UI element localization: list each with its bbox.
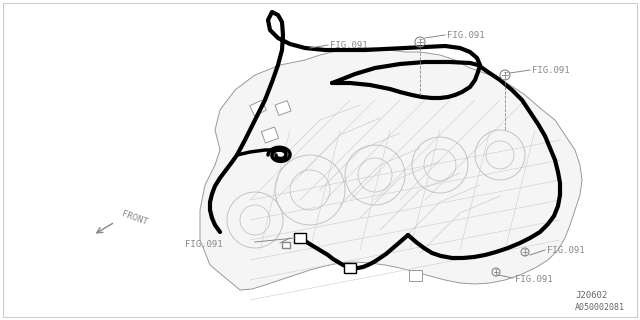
Bar xyxy=(294,233,306,243)
Bar xyxy=(282,242,290,248)
Bar xyxy=(344,263,356,273)
Bar xyxy=(408,269,422,281)
Text: FRONT: FRONT xyxy=(120,209,148,227)
Text: FIG.091: FIG.091 xyxy=(515,276,552,284)
Text: J20602: J20602 xyxy=(575,291,607,300)
Text: FIG.091: FIG.091 xyxy=(532,66,570,75)
Text: A050002081: A050002081 xyxy=(575,303,625,313)
Text: FIG.091: FIG.091 xyxy=(185,239,223,249)
Bar xyxy=(275,100,291,116)
Text: FIG.091: FIG.091 xyxy=(447,30,484,39)
Bar xyxy=(250,100,266,116)
Text: FIG.091: FIG.091 xyxy=(330,41,367,50)
Text: FIG.091: FIG.091 xyxy=(547,245,584,254)
Polygon shape xyxy=(200,48,582,290)
Bar xyxy=(261,127,278,143)
